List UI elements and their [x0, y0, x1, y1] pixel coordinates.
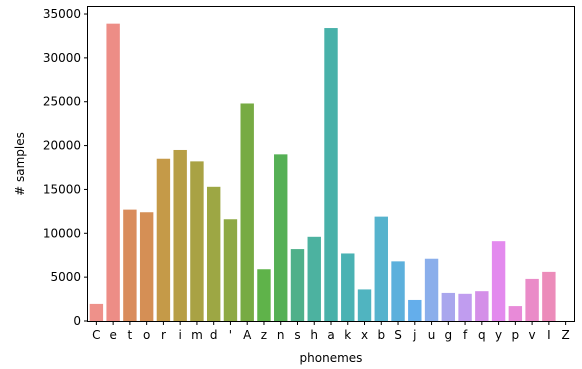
y-tick-label: 0: [73, 314, 81, 328]
bar-9: [223, 219, 238, 321]
x-tick-label: s: [294, 328, 300, 342]
bar-24: [475, 291, 489, 321]
y-tick-label: 30000: [43, 51, 81, 65]
bar-18: [374, 216, 388, 321]
bar-2: [106, 23, 120, 321]
bar-15: [324, 28, 338, 322]
bar-26: [508, 306, 523, 321]
bar-6: [173, 149, 187, 321]
x-tick-label: A: [243, 328, 252, 342]
x-tick-label: ': [229, 328, 232, 342]
y-tick-label: 25000: [43, 95, 81, 109]
bar-12: [274, 154, 288, 321]
y-tick-label: 20000: [43, 139, 81, 153]
x-tick-label: g: [444, 328, 452, 342]
bar-28: [542, 271, 556, 321]
bar-19: [391, 261, 405, 321]
x-tick-label: m: [191, 328, 203, 342]
x-tick-label: b: [377, 328, 385, 342]
x-tick-label: r: [161, 328, 166, 342]
bar-27: [525, 278, 539, 321]
y-tick-label: 5000: [50, 270, 81, 284]
x-tick-label: Z: [562, 328, 570, 342]
x-tick-label: v: [529, 328, 536, 342]
bar-16: [341, 253, 355, 321]
x-tick-label: i: [179, 328, 182, 342]
x-tick-label: f: [463, 328, 468, 342]
bar-23: [458, 293, 472, 321]
x-tick-label: z: [261, 328, 267, 342]
y-tick-label: 35000: [43, 7, 81, 21]
x-tick-label: j: [412, 328, 416, 342]
x-tick-label: k: [344, 328, 351, 342]
bar-7: [190, 161, 204, 321]
x-tick-label: n: [277, 328, 285, 342]
x-tick-label: p: [512, 328, 520, 342]
x-tick-label: S: [394, 328, 402, 342]
bar-5: [156, 158, 171, 321]
x-tick-label: C: [92, 328, 100, 342]
bar-14: [307, 236, 321, 321]
y-axis-title: # samples: [13, 132, 27, 196]
y-tick-label: 10000: [43, 226, 81, 240]
x-tick-label: q: [478, 328, 486, 342]
plot-frame: [87, 6, 575, 322]
bar-22: [441, 292, 456, 321]
x-tick-label: I: [547, 328, 551, 342]
bar-20: [408, 299, 422, 321]
x-tick-label: y: [495, 328, 502, 342]
bar-8: [206, 186, 221, 321]
x-tick-label: u: [428, 328, 436, 342]
x-axis-title: phonemes: [300, 351, 363, 365]
x-tick-label: e: [109, 328, 116, 342]
bar-3: [123, 209, 137, 321]
bar-17: [357, 289, 372, 321]
bar-1: [89, 303, 104, 321]
bar-4: [139, 212, 154, 321]
bar-21: [424, 258, 439, 321]
x-tick-label: d: [210, 328, 218, 342]
bar-10: [240, 103, 254, 321]
bar-11: [257, 269, 271, 321]
x-tick-label: o: [143, 328, 150, 342]
x-tick-label: a: [327, 328, 334, 342]
bar-13: [290, 249, 305, 321]
y-tick-label: 15000: [43, 182, 81, 196]
bar-25: [491, 241, 506, 321]
bars-group: [89, 23, 556, 322]
x-tick-label: t: [128, 328, 133, 342]
x-tick-label: h: [310, 328, 318, 342]
x-tick-label: x: [361, 328, 368, 342]
y-axis-ticks: 0 5000 10000 15000 20000 25000 30000 35000: [43, 7, 88, 328]
